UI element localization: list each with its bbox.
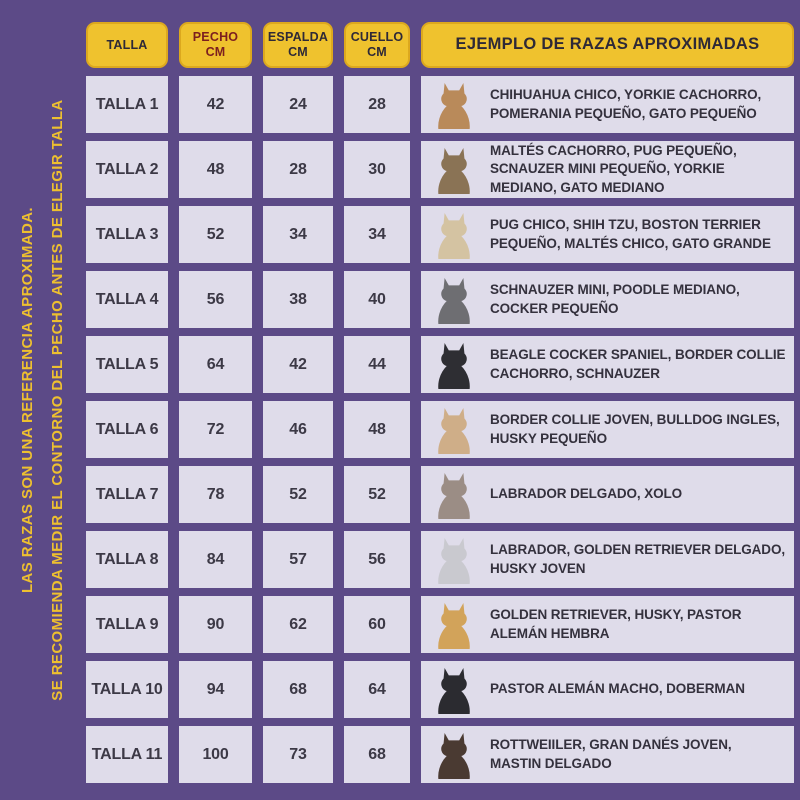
cuello-value-cell: 30 <box>344 141 410 198</box>
espalda-value-cell: 28 <box>263 141 333 198</box>
espalda-value-cell: 62 <box>263 596 333 653</box>
talla-cell: TALLA 4 <box>86 271 168 328</box>
cuello-value-cell: 60 <box>344 596 410 653</box>
talla-cell: TALLA 11 <box>86 726 168 783</box>
cuello-value-cell: 52 <box>344 466 410 523</box>
golden-retriever-icon <box>431 600 477 650</box>
breed-example-cell: LABRADOR DELGADO, XOLO <box>421 466 794 523</box>
pecho-value-cell: 42 <box>179 76 252 133</box>
cuello-value-cell: 64 <box>344 661 410 718</box>
talla-cell: TALLA 1 <box>86 76 168 133</box>
pecho-value-cell: 52 <box>179 206 252 263</box>
breed-list-text: MALTÉS CACHORRO, PUG PEQUEÑO, SCNAUZER M… <box>490 143 737 195</box>
size-table: TALLA PECHO CM ESPALDA CM CUELLO CM EJEM… <box>86 22 794 783</box>
pecho-value-cell: 94 <box>179 661 252 718</box>
talla-cell: TALLA 7 <box>86 466 168 523</box>
talla-cell: TALLA 10 <box>86 661 168 718</box>
pecho-value-cell: 84 <box>179 531 252 588</box>
pecho-value-cell: 64 <box>179 336 252 393</box>
header-talla-label: TALLA <box>106 37 148 52</box>
espalda-value-cell: 73 <box>263 726 333 783</box>
talla-cell: TALLA 3 <box>86 206 168 263</box>
side-note-text: LAS RAZAS SON UNA REFERENCIA APROXIMADA.… <box>13 0 73 800</box>
header-ejemplo-label: EJEMPLO DE RAZAS APROXIMADAS <box>455 35 760 54</box>
header-pecho-tab: PECHO CM <box>179 22 252 68</box>
espalda-value-cell: 68 <box>263 661 333 718</box>
talla-cell: TALLA 8 <box>86 531 168 588</box>
breed-list-text: PUG CHICO, SHIH TZU, BOSTON TERRIER PEQU… <box>490 217 771 251</box>
cuello-value-cell: 40 <box>344 271 410 328</box>
schnauzer-icon <box>431 275 477 325</box>
cuello-value-cell: 68 <box>344 726 410 783</box>
breed-example-cell: CHIHUAHUA CHICO, YORKIE CACHORRO, POMERA… <box>421 76 794 133</box>
breed-list-text: GOLDEN RETRIEVER, HUSKY, PASTOR ALEMÁN H… <box>490 607 742 641</box>
header-ejemplo-tab: EJEMPLO DE RAZAS APROXIMADAS <box>421 22 794 68</box>
breed-example-cell: SCHNAUZER MINI, POODLE MEDIANO, COCKER P… <box>421 271 794 328</box>
espalda-value-cell: 34 <box>263 206 333 263</box>
rottweiler-icon <box>431 730 477 780</box>
shih-tzu-icon <box>431 210 477 260</box>
breed-list-text: BEAGLE COCKER SPANIEL, BORDER COLLIE CAC… <box>490 347 786 381</box>
cuello-value-cell: 44 <box>344 336 410 393</box>
talla-cell: TALLA 6 <box>86 401 168 458</box>
pecho-value-cell: 78 <box>179 466 252 523</box>
pecho-value-cell: 56 <box>179 271 252 328</box>
header-pecho-unit: CM <box>205 45 226 59</box>
cuello-value-cell: 48 <box>344 401 410 458</box>
side-note-line1: LAS RAZAS SON UNA REFERENCIA APROXIMADA. <box>19 207 36 594</box>
breed-list-text: SCHNAUZER MINI, POODLE MEDIANO, COCKER P… <box>490 282 740 316</box>
breed-list-text: LABRADOR, GOLDEN RETRIEVER DELGADO, HUSK… <box>490 542 786 576</box>
yorkie-icon <box>431 145 477 195</box>
talla-cell: TALLA 2 <box>86 141 168 198</box>
header-espalda-tab: ESPALDA CM <box>263 22 333 68</box>
header-cuello-label: CUELLO <box>350 30 404 44</box>
cuello-value-cell: 56 <box>344 531 410 588</box>
espalda-value-cell: 57 <box>263 531 333 588</box>
espalda-value-cell: 46 <box>263 401 333 458</box>
dalmatian-icon <box>431 535 477 585</box>
pecho-value-cell: 100 <box>179 726 252 783</box>
pecho-value-cell: 90 <box>179 596 252 653</box>
talla-cell: TALLA 9 <box>86 596 168 653</box>
bulldog-icon <box>431 405 477 455</box>
breed-list-text: LABRADOR DELGADO, XOLO <box>490 486 683 502</box>
header-talla-tab: TALLA <box>86 22 168 68</box>
espalda-value-cell: 24 <box>263 76 333 133</box>
header-cuello-unit: CM <box>367 45 387 59</box>
doberman-icon <box>431 665 477 715</box>
breed-list-text: PASTOR ALEMÁN MACHO, DOBERMAN <box>490 681 745 697</box>
side-note: LAS RAZAS SON UNA REFERENCIA APROXIMADA.… <box>0 0 86 800</box>
chihuahua-icon <box>431 80 477 130</box>
cuello-value-cell: 34 <box>344 206 410 263</box>
side-note-line2: SE RECOMIENDA MEDIR EL CONTORNO DEL PECH… <box>49 99 66 701</box>
breed-example-cell: BORDER COLLIE JOVEN, BULLDOG INGLES, HUS… <box>421 401 794 458</box>
espalda-value-cell: 38 <box>263 271 333 328</box>
border-collie-icon <box>431 340 477 390</box>
xolo-icon <box>431 470 477 520</box>
header-espalda-label: ESPALDA <box>267 30 329 44</box>
header-pecho-label: PECHO <box>192 30 239 44</box>
cuello-value-cell: 28 <box>344 76 410 133</box>
talla-cell: TALLA 5 <box>86 336 168 393</box>
pecho-value-cell: 48 <box>179 141 252 198</box>
breed-example-cell: BEAGLE COCKER SPANIEL, BORDER COLLIE CAC… <box>421 336 794 393</box>
espalda-value-cell: 52 <box>263 466 333 523</box>
espalda-value-cell: 42 <box>263 336 333 393</box>
breed-example-cell: LABRADOR, GOLDEN RETRIEVER DELGADO, HUSK… <box>421 531 794 588</box>
breed-example-cell: ROTTWEIILER, GRAN DANÉS JOVEN, MASTIN DE… <box>421 726 794 783</box>
header-espalda-unit: CM <box>288 45 308 59</box>
breed-list-text: ROTTWEIILER, GRAN DANÉS JOVEN, MASTIN DE… <box>490 737 732 771</box>
breed-example-cell: MALTÉS CACHORRO, PUG PEQUEÑO, SCNAUZER M… <box>421 141 794 198</box>
breed-example-cell: PUG CHICO, SHIH TZU, BOSTON TERRIER PEQU… <box>421 206 794 263</box>
breed-example-cell: PASTOR ALEMÁN MACHO, DOBERMAN <box>421 661 794 718</box>
breed-example-cell: GOLDEN RETRIEVER, HUSKY, PASTOR ALEMÁN H… <box>421 596 794 653</box>
breed-list-text: BORDER COLLIE JOVEN, BULLDOG INGLES, HUS… <box>490 412 780 446</box>
header-cuello-tab: CUELLO CM <box>344 22 410 68</box>
pecho-value-cell: 72 <box>179 401 252 458</box>
breed-list-text: CHIHUAHUA CHICO, YORKIE CACHORRO, POMERA… <box>490 87 762 121</box>
